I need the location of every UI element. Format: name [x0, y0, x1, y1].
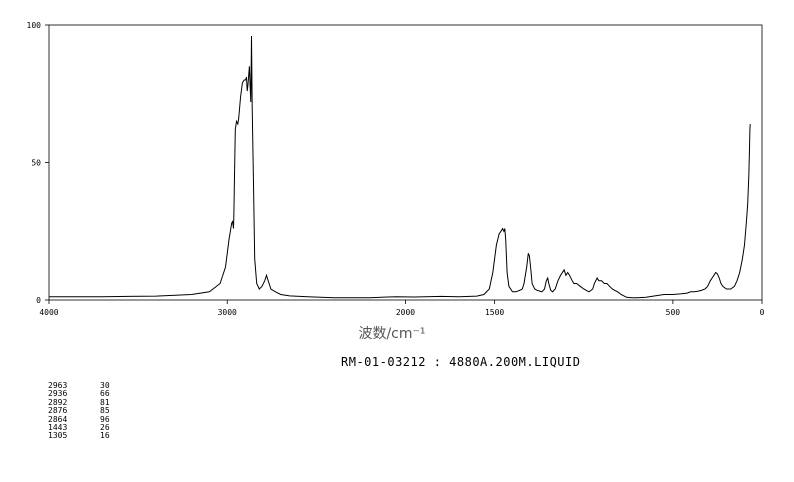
peak-table: 2963 30 2936 66 2892 81 2876 85 2864 96 1443 26 1305…	[48, 381, 130, 441]
peak-intensity: 16	[100, 431, 110, 441]
peak-wavenumber: 2963	[48, 381, 68, 390]
peak-table-row: 1305 16	[48, 431, 130, 441]
peak-table-row: 2864 96	[48, 414, 130, 424]
peak-intensity: 30	[100, 381, 110, 390]
x-tick-label: 0	[760, 308, 765, 317]
y-tick-label: 100	[27, 21, 42, 30]
peak-intensity: 26	[100, 423, 110, 433]
x-axis-ticks: 4000 3000 2000 1500 500 0	[39, 300, 765, 317]
peak-table-row: 2963 30	[48, 381, 130, 390]
peak-intensity: 96	[100, 414, 110, 424]
peak-table-row: 2876 85	[48, 406, 130, 416]
peak-intensity: 66	[100, 389, 110, 399]
x-tick-label: 2000	[396, 308, 415, 317]
peak-wavenumber: 2936	[48, 389, 68, 399]
peak-wavenumber: 2876	[48, 406, 68, 416]
y-tick-label: 0	[36, 296, 41, 305]
peak-wavenumber: 1443	[48, 423, 68, 433]
plot-frame	[48, 24, 763, 301]
x-axis-label: 波数/cm⁻¹	[358, 326, 425, 342]
y-tick-label: 50	[31, 159, 41, 168]
peak-wavenumber: 1305	[48, 431, 68, 441]
x-tick-label: 500	[666, 308, 681, 317]
peak-intensity: 85	[100, 406, 110, 416]
y-axis-ticks: 100 50 0	[27, 21, 49, 305]
peak-table-row: 1443 26	[48, 423, 130, 433]
peak-table-row: 2936 66	[48, 389, 130, 399]
peak-wavenumber: 2864	[48, 414, 68, 424]
peak-intensity: 81	[100, 397, 110, 407]
peak-table-row: 2892 81	[48, 397, 130, 407]
spectrum-line	[49, 35, 751, 299]
x-tick-label: 4000	[39, 308, 58, 317]
peak-wavenumber: 2892	[48, 397, 68, 407]
x-tick-label: 1500	[485, 308, 504, 317]
sample-caption: RM-01-03212 : 4880A.200M.LIQUID	[341, 355, 581, 369]
x-tick-label: 3000	[218, 308, 237, 317]
